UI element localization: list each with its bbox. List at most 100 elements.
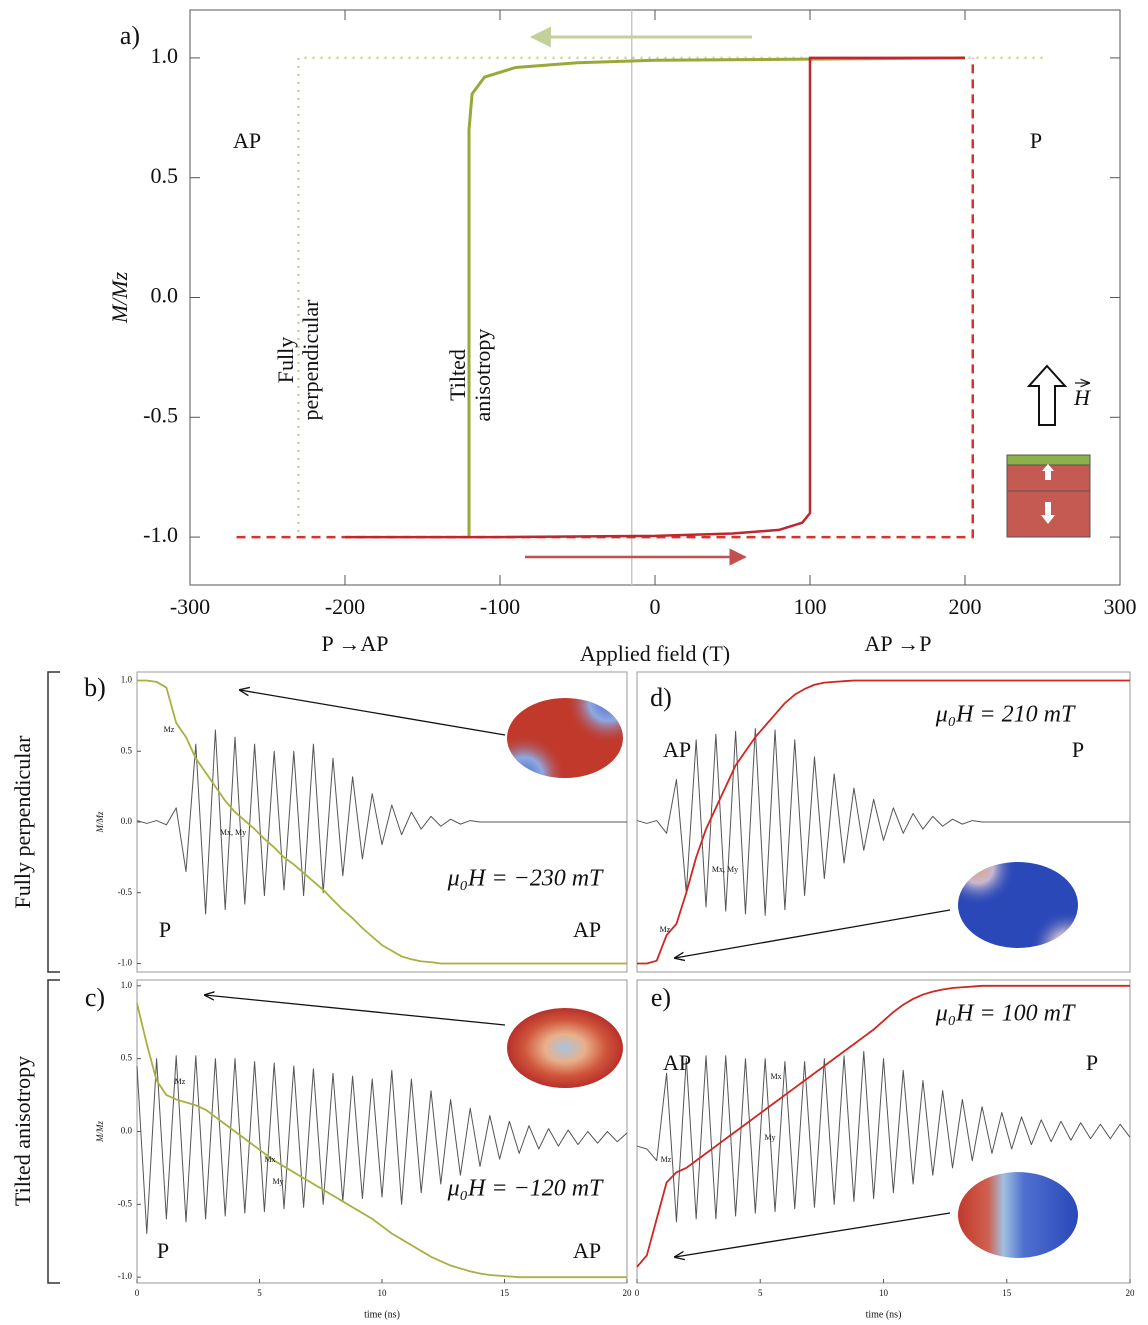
- charts: -1.0-0.50.00.51.0-300 -200 -100 0 100 200 300A…: [84, 9, 1137, 1320]
- pointer-arrow: [675, 1212, 951, 1257]
- annotation-text: Tilted anisotropy: [444, 328, 495, 422]
- data-line: [137, 679, 627, 965]
- data-line: [136, 1055, 628, 1234]
- annotation: P: [157, 1238, 169, 1263]
- x-tick-label: 0: [135, 1288, 140, 1298]
- annotation: P: [159, 917, 171, 942]
- annotation: c): [85, 983, 105, 1012]
- annotation: b): [84, 673, 106, 702]
- data-line: [636, 728, 1130, 916]
- x-tick-label: 15: [1002, 1288, 1012, 1298]
- annotation: μ₀H = −230 mT: [447, 866, 604, 892]
- annotation: My: [764, 1133, 775, 1142]
- data-line: [636, 984, 1130, 1268]
- y-tick-label: 0.0: [121, 816, 133, 826]
- y-tick-label: -1.0: [118, 958, 133, 968]
- annotation: Mx: [264, 1155, 275, 1164]
- annotation: AP: [233, 128, 261, 153]
- y-tick-label: 1.0: [151, 43, 179, 68]
- y-tick-label: 0.5: [151, 163, 179, 188]
- x-tick-label: -300: [170, 594, 210, 619]
- y-axis-label: M/Mz: [95, 1121, 105, 1143]
- bilayer-top: [1006, 454, 1091, 466]
- pointer-arrow: [240, 690, 506, 736]
- annotation: d): [650, 683, 672, 712]
- x-tick-label: 0: [635, 1288, 640, 1298]
- pointer-arrow: [205, 995, 506, 1026]
- data-line: [637, 679, 1130, 965]
- annotation: Tilted anisotropy: [444, 328, 495, 422]
- annotation-text: Fully perpendicular: [272, 299, 323, 421]
- annotation: P →AP: [321, 631, 388, 656]
- annotation: Mx, My: [220, 828, 246, 837]
- field-arrow-icon: [1026, 364, 1068, 426]
- row-label: Tilted anisotropy: [10, 1056, 35, 1206]
- annotation: μ₀H = 100 mT: [935, 1001, 1076, 1027]
- annotation: H: [1073, 385, 1091, 410]
- spin-up-icon: [1042, 464, 1054, 480]
- annotation: e): [651, 983, 671, 1012]
- annotation: Mz: [175, 1077, 186, 1086]
- annotation: Mx, My: [712, 865, 738, 874]
- y-tick-label: -0.5: [143, 402, 178, 427]
- spin-down-icon: [1041, 502, 1055, 524]
- y-tick-label: 1.0: [121, 675, 133, 685]
- inset-disk: [958, 1172, 1078, 1258]
- inset-c: [205, 995, 623, 1088]
- y-axis-label: M/Mz: [95, 811, 105, 833]
- x-axis-label: time (ns): [364, 1309, 400, 1320]
- annotation: P: [1030, 128, 1042, 153]
- x-axis-label: time (ns): [866, 1309, 902, 1320]
- x-tick-label: 5: [257, 1288, 262, 1298]
- y-tick-label: -0.5: [118, 1198, 133, 1208]
- annotation: AP: [663, 737, 691, 762]
- annotation: μ₀H = 210 mT: [935, 702, 1076, 728]
- inset-disk: [507, 1008, 623, 1088]
- annotation: Fully perpendicular: [272, 299, 323, 421]
- x-tick-label: 5: [758, 1288, 763, 1298]
- y-tick-label: -1.0: [143, 522, 178, 547]
- x-tick-label: 100: [794, 594, 827, 619]
- plot-frame: [189, 9, 1121, 586]
- y-tick-label: -1.0: [118, 1271, 133, 1281]
- y-tick-label: 0.0: [151, 283, 179, 308]
- row-bracket: [47, 671, 60, 973]
- data-line: [345, 56, 965, 539]
- y-tick-label: 1.0: [121, 980, 133, 990]
- x-tick-label: 20: [623, 1288, 633, 1298]
- annotation: a): [120, 21, 140, 50]
- x-tick-label: 300: [1104, 594, 1137, 619]
- annotation: Mz: [660, 925, 671, 934]
- annotation: AP: [573, 917, 601, 942]
- y-axis-label: M/Mz: [107, 271, 132, 324]
- pointer-arrow: [675, 909, 951, 958]
- inset-domain: [1030, 910, 1078, 948]
- y-tick-label: 0.5: [121, 745, 133, 755]
- x-tick-label: 15: [500, 1288, 510, 1298]
- data-line: [467, 56, 966, 538]
- x-tick-label: 10: [378, 1288, 388, 1298]
- annotation: Mz: [164, 725, 175, 734]
- x-tick-label: -100: [480, 594, 520, 619]
- y-tick-label: -0.5: [118, 887, 133, 897]
- x-tick-label: -200: [325, 594, 365, 619]
- x-tick-label: 10: [879, 1288, 889, 1298]
- row-bracket: [47, 979, 60, 1284]
- annotation: AP →P: [864, 631, 931, 656]
- x-tick-label: 200: [949, 594, 982, 619]
- annotation: AP: [663, 1050, 691, 1075]
- annotation: μ₀H = −120 mT: [447, 1176, 604, 1202]
- annotation: P: [1072, 737, 1084, 762]
- x-tick-label: 20: [1126, 1288, 1136, 1298]
- annotation: Mz: [661, 1155, 672, 1164]
- y-tick-label: 0.5: [121, 1053, 133, 1063]
- row-label: Fully perpendicular: [10, 735, 35, 909]
- inset-e: [675, 1172, 1078, 1258]
- data-line: [136, 1003, 627, 1279]
- data-line: [636, 1050, 1131, 1223]
- annotation: My: [272, 1177, 283, 1186]
- annotation: AP: [573, 1238, 601, 1263]
- x-axis-label: Applied field (T): [580, 641, 730, 666]
